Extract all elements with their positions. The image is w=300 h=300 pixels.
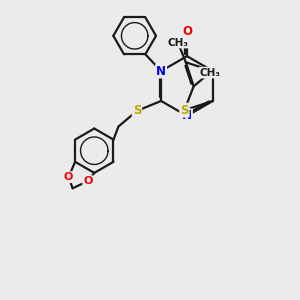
Text: N: N bbox=[156, 64, 166, 78]
Text: O: O bbox=[182, 26, 192, 38]
Text: CH₃: CH₃ bbox=[200, 68, 220, 78]
Text: S: S bbox=[180, 104, 189, 117]
Text: O: O bbox=[83, 176, 93, 186]
Text: CH₃: CH₃ bbox=[167, 38, 188, 47]
Text: N: N bbox=[182, 110, 192, 122]
Text: O: O bbox=[64, 172, 74, 182]
Text: S: S bbox=[133, 104, 141, 117]
